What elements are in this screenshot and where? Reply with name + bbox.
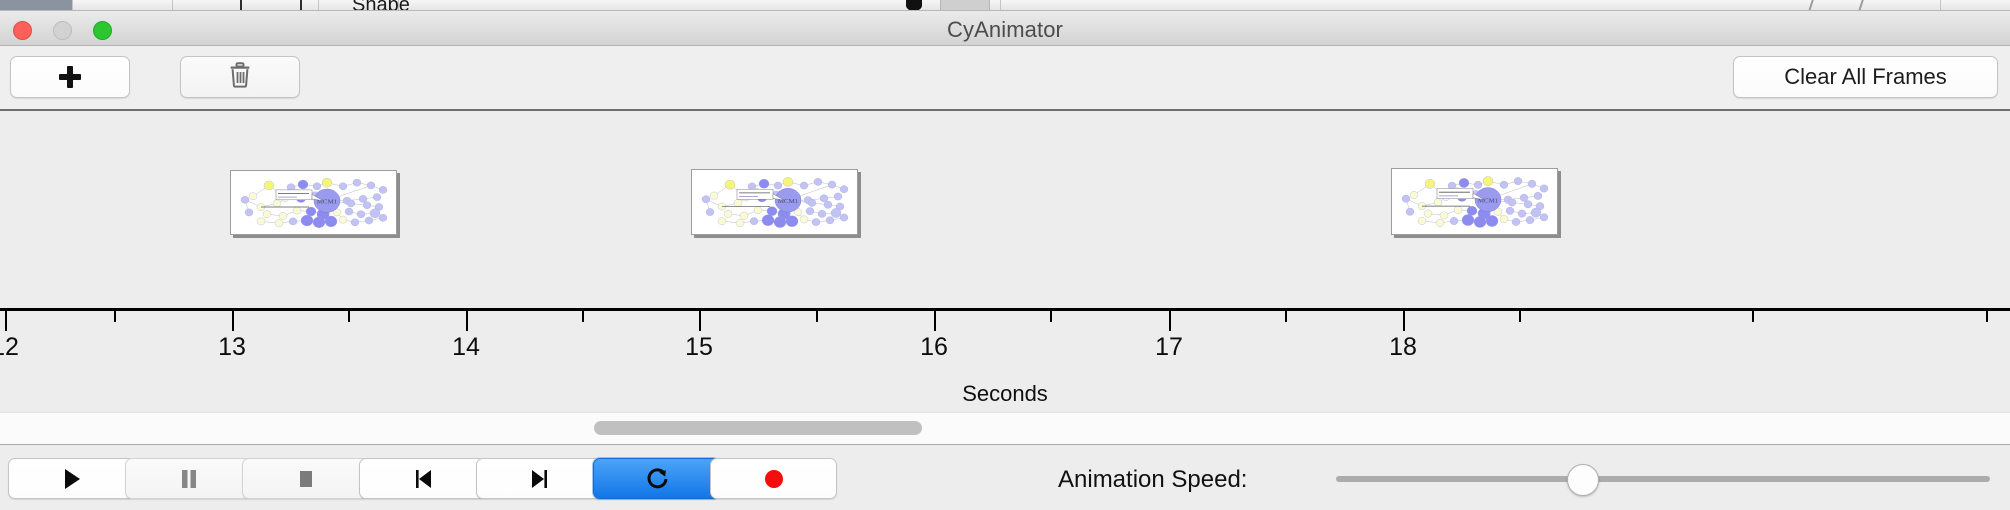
background-divider [72, 0, 73, 11]
loop-button[interactable] [593, 458, 720, 499]
axis-tick-major [699, 311, 701, 331]
slider-thumb[interactable] [1567, 464, 1600, 496]
axis-tick-minor [1050, 311, 1052, 322]
background-divider [1000, 0, 1001, 11]
skip-to-start-icon [411, 467, 435, 491]
add-frame-button[interactable] [10, 56, 130, 98]
axis-title: Seconds [962, 381, 1048, 406]
svg-text:MCM1: MCM1 [317, 199, 338, 206]
maximize-icon[interactable] [93, 21, 112, 40]
skip-start-button[interactable] [359, 458, 486, 499]
play-icon [61, 467, 83, 491]
stop-icon [295, 467, 317, 491]
axis-tick-label: 12 [0, 333, 19, 361]
background-tick [300, 0, 302, 11]
background-tick [240, 0, 242, 11]
background-divider [318, 0, 319, 11]
axis-tick-minor [1285, 311, 1287, 322]
minimize-icon[interactable] [53, 21, 72, 40]
title-bar[interactable]: CyAnimator [0, 11, 2010, 46]
background-window-strip: Shape [0, 0, 2010, 11]
loop-icon [644, 466, 670, 492]
clear-all-frames-label: Clear All Frames [1784, 64, 1947, 89]
axis-tick-minor [1752, 311, 1754, 322]
frame-thumbnail[interactable]: MCM1 [230, 170, 397, 235]
timeline-scrollbar[interactable] [0, 412, 2010, 445]
trash-icon [229, 61, 251, 93]
axis-tick-label: 13 [218, 333, 246, 361]
background-active-tab [0, 0, 72, 11]
axis-tick-major [934, 311, 936, 331]
axis-tick-minor [582, 311, 584, 322]
animation-speed-label: Animation Speed: [1058, 466, 1248, 493]
background-button [940, 0, 990, 11]
background-glyph [906, 0, 922, 11]
pause-icon [178, 467, 200, 491]
background-divider [398, 0, 399, 11]
record-icon [762, 467, 786, 491]
scrollbar-thumb[interactable] [594, 421, 922, 435]
axis-tick-minor [1519, 311, 1521, 322]
timeline-axis: 12 13 14 15 16 17 18 Seconds [0, 308, 2010, 412]
axis-tick-major [466, 311, 468, 331]
record-button[interactable] [710, 458, 837, 499]
axis-tick-label: 18 [1389, 333, 1417, 361]
animation-speed-slider[interactable] [1336, 464, 1990, 496]
window-title: CyAnimator [947, 17, 1063, 42]
frame-thumbnail[interactable]: MCM1 [1391, 168, 1558, 235]
skip-to-end-icon [528, 467, 552, 491]
axis-tick-major [232, 311, 234, 331]
pause-button [125, 458, 252, 499]
play-button[interactable] [8, 458, 135, 499]
background-divider [1940, 0, 1941, 11]
slider-track[interactable] [1336, 476, 1990, 482]
axis-tick-minor [114, 311, 116, 322]
axis-tick-major [5, 311, 7, 331]
axis-tick-label: 16 [920, 333, 948, 361]
axis-tick-minor [816, 311, 818, 322]
background-shape-label: Shape [352, 0, 410, 11]
clear-all-frames-button[interactable]: Clear All Frames [1733, 56, 1998, 98]
background-window-edge [0, 10, 2010, 11]
plus-icon [59, 66, 81, 88]
toolbar: Clear All Frames [0, 46, 2010, 111]
delete-frame-button[interactable] [180, 56, 300, 98]
svg-text:MCM1: MCM1 [778, 198, 799, 205]
timeline-panel[interactable]: MCM1 MCM1 MCM1 12 13 14 15 16 17 18 Seconds [0, 111, 2010, 412]
axis-tick-minor [1986, 311, 1988, 322]
axis-tick-minor [348, 311, 350, 322]
axis-tick-label: 17 [1155, 333, 1183, 361]
skip-end-button[interactable] [476, 458, 603, 499]
close-icon[interactable] [13, 21, 32, 40]
frame-thumbnail[interactable]: MCM1 [691, 169, 858, 235]
stop-button [242, 458, 369, 499]
axis-tick-label: 15 [685, 333, 713, 361]
svg-text:MCM1: MCM1 [1478, 198, 1499, 205]
background-divider [172, 0, 173, 11]
axis-tick-major [1169, 311, 1171, 331]
axis-baseline [0, 308, 2010, 311]
axis-tick-label: 14 [452, 333, 480, 361]
axis-tick-major [1403, 311, 1405, 331]
playback-control-bar: Animation Speed: [0, 444, 2010, 510]
